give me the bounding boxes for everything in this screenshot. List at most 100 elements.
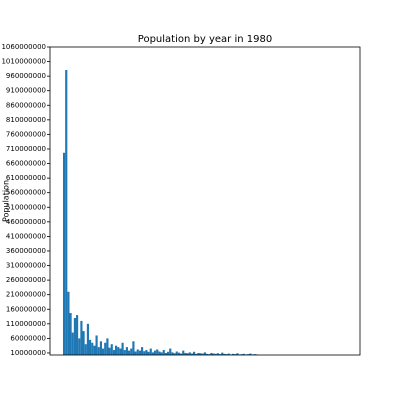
bar <box>221 352 224 355</box>
bar <box>78 338 81 355</box>
bar <box>171 352 174 355</box>
bar <box>106 338 109 355</box>
y-tick-label: 510000000 <box>6 203 46 211</box>
bar <box>112 350 115 355</box>
bar <box>121 342 124 355</box>
bar <box>193 351 196 355</box>
bar <box>227 353 230 355</box>
bar <box>143 351 146 355</box>
y-tick-label: 60000000 <box>10 334 46 342</box>
y-tick-label: 560000000 <box>6 189 46 197</box>
bar <box>147 351 150 355</box>
bar <box>203 352 206 355</box>
bar <box>169 348 172 355</box>
bar <box>180 353 183 355</box>
bar <box>138 350 141 355</box>
bar <box>164 352 167 355</box>
bar <box>190 353 193 355</box>
bar <box>197 352 200 355</box>
bar <box>158 351 161 355</box>
bar <box>240 354 243 355</box>
bar <box>125 347 128 355</box>
bar <box>177 352 180 355</box>
bar <box>71 332 74 355</box>
y-tick-label: 360000000 <box>6 247 46 255</box>
bar <box>188 352 191 355</box>
y-tick-label: 860000000 <box>6 101 46 109</box>
bar <box>149 348 152 355</box>
y-tick-label: 410000000 <box>6 232 46 240</box>
y-tick-label: 660000000 <box>6 160 46 168</box>
y-tick-label: 760000000 <box>6 130 46 138</box>
bar <box>219 354 222 355</box>
bar <box>76 315 79 355</box>
bar <box>110 344 113 355</box>
bar <box>97 347 100 355</box>
bar <box>175 351 178 355</box>
bar <box>167 351 170 355</box>
bar <box>84 344 87 355</box>
y-tick-label: 1060000000 <box>1 43 46 51</box>
y-tick-label: 610000000 <box>6 174 46 182</box>
bar <box>145 350 148 355</box>
bar <box>182 350 185 355</box>
y-tick-label: 460000000 <box>6 218 46 226</box>
bar <box>212 353 215 355</box>
plot-frame <box>49 46 361 356</box>
bar <box>162 350 165 355</box>
bar <box>160 352 163 355</box>
bar <box>154 350 157 355</box>
y-tick-label: 910000000 <box>6 87 46 95</box>
bar <box>93 345 96 355</box>
bar <box>151 352 154 355</box>
bar <box>99 341 102 355</box>
bar <box>206 353 209 355</box>
bar <box>201 353 204 355</box>
bar <box>199 353 202 355</box>
bar <box>173 353 176 355</box>
bar <box>242 353 245 355</box>
y-tick-label: 310000000 <box>6 262 46 270</box>
bar <box>186 353 189 355</box>
bar <box>67 291 70 355</box>
bar <box>69 313 72 355</box>
y-axis-label: Population <box>2 180 11 222</box>
bar <box>208 354 211 355</box>
bar <box>128 350 131 355</box>
y-tick-label: 10000000 <box>10 349 46 357</box>
bar <box>249 353 252 355</box>
bar <box>134 351 137 355</box>
bar <box>136 349 139 355</box>
y-tick-label: 960000000 <box>6 72 46 80</box>
bar <box>95 335 98 355</box>
y-tick-label: 110000000 <box>6 320 46 328</box>
bar <box>232 353 235 355</box>
bar <box>130 348 133 355</box>
bar <box>108 347 111 355</box>
bar <box>195 353 198 355</box>
bar <box>234 354 237 355</box>
bar <box>119 348 122 355</box>
bar <box>214 353 217 355</box>
bar <box>236 353 239 355</box>
y-tick-label: 1010000000 <box>1 58 46 66</box>
bar <box>80 320 83 355</box>
bar <box>123 350 126 355</box>
bar <box>156 349 159 355</box>
bar <box>91 342 94 355</box>
bar <box>225 354 228 355</box>
bar <box>132 341 135 355</box>
bar <box>115 345 118 355</box>
bar <box>223 353 226 355</box>
y-tick-label: 710000000 <box>6 145 46 153</box>
bar <box>184 352 187 355</box>
bar <box>210 352 213 355</box>
bar <box>65 70 68 355</box>
bar <box>102 348 105 355</box>
bar <box>86 323 89 355</box>
chart-title: Population by year in 1980 <box>138 34 272 45</box>
bar <box>117 347 120 355</box>
bar <box>253 354 256 355</box>
bar <box>104 342 107 355</box>
